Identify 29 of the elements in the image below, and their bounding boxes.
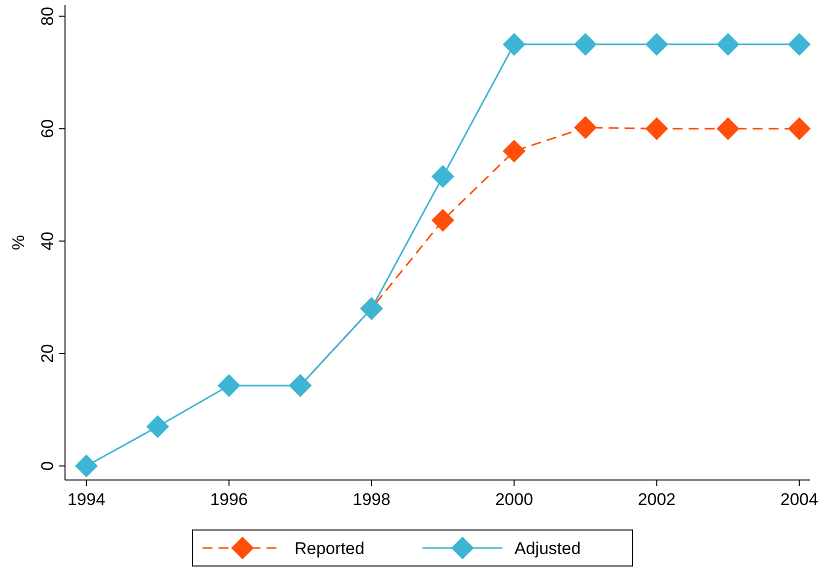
y-axis-title: % (9, 234, 28, 250)
point (74, 454, 98, 478)
legend-label: Adjusted (514, 539, 581, 558)
point (788, 117, 811, 140)
x-tick-label: 2004 (780, 490, 818, 509)
point (716, 117, 740, 140)
y-tick-label: 20 (38, 344, 57, 363)
point (431, 208, 454, 232)
y-tick-label: 80 (38, 6, 57, 26)
point (218, 374, 240, 397)
y-tick-label: 60 (38, 119, 57, 138)
point (645, 117, 668, 140)
point (788, 32, 811, 56)
point (574, 32, 597, 56)
legend-label: Reported (294, 539, 364, 558)
point (502, 32, 526, 56)
x-tick-label: 1996 (210, 490, 248, 509)
point (574, 116, 597, 139)
point (502, 140, 526, 163)
x-tick-label: 2002 (638, 490, 676, 509)
point (146, 415, 170, 438)
y-tick-label: 0 (38, 461, 57, 471)
x-tick-label: 1994 (67, 490, 106, 509)
point (716, 32, 740, 56)
x-tick-label: 2000 (495, 490, 534, 509)
point (645, 32, 668, 56)
y-tick-label: 40 (38, 232, 57, 251)
point (431, 165, 454, 188)
x-tick-label: 1998 (352, 490, 390, 509)
